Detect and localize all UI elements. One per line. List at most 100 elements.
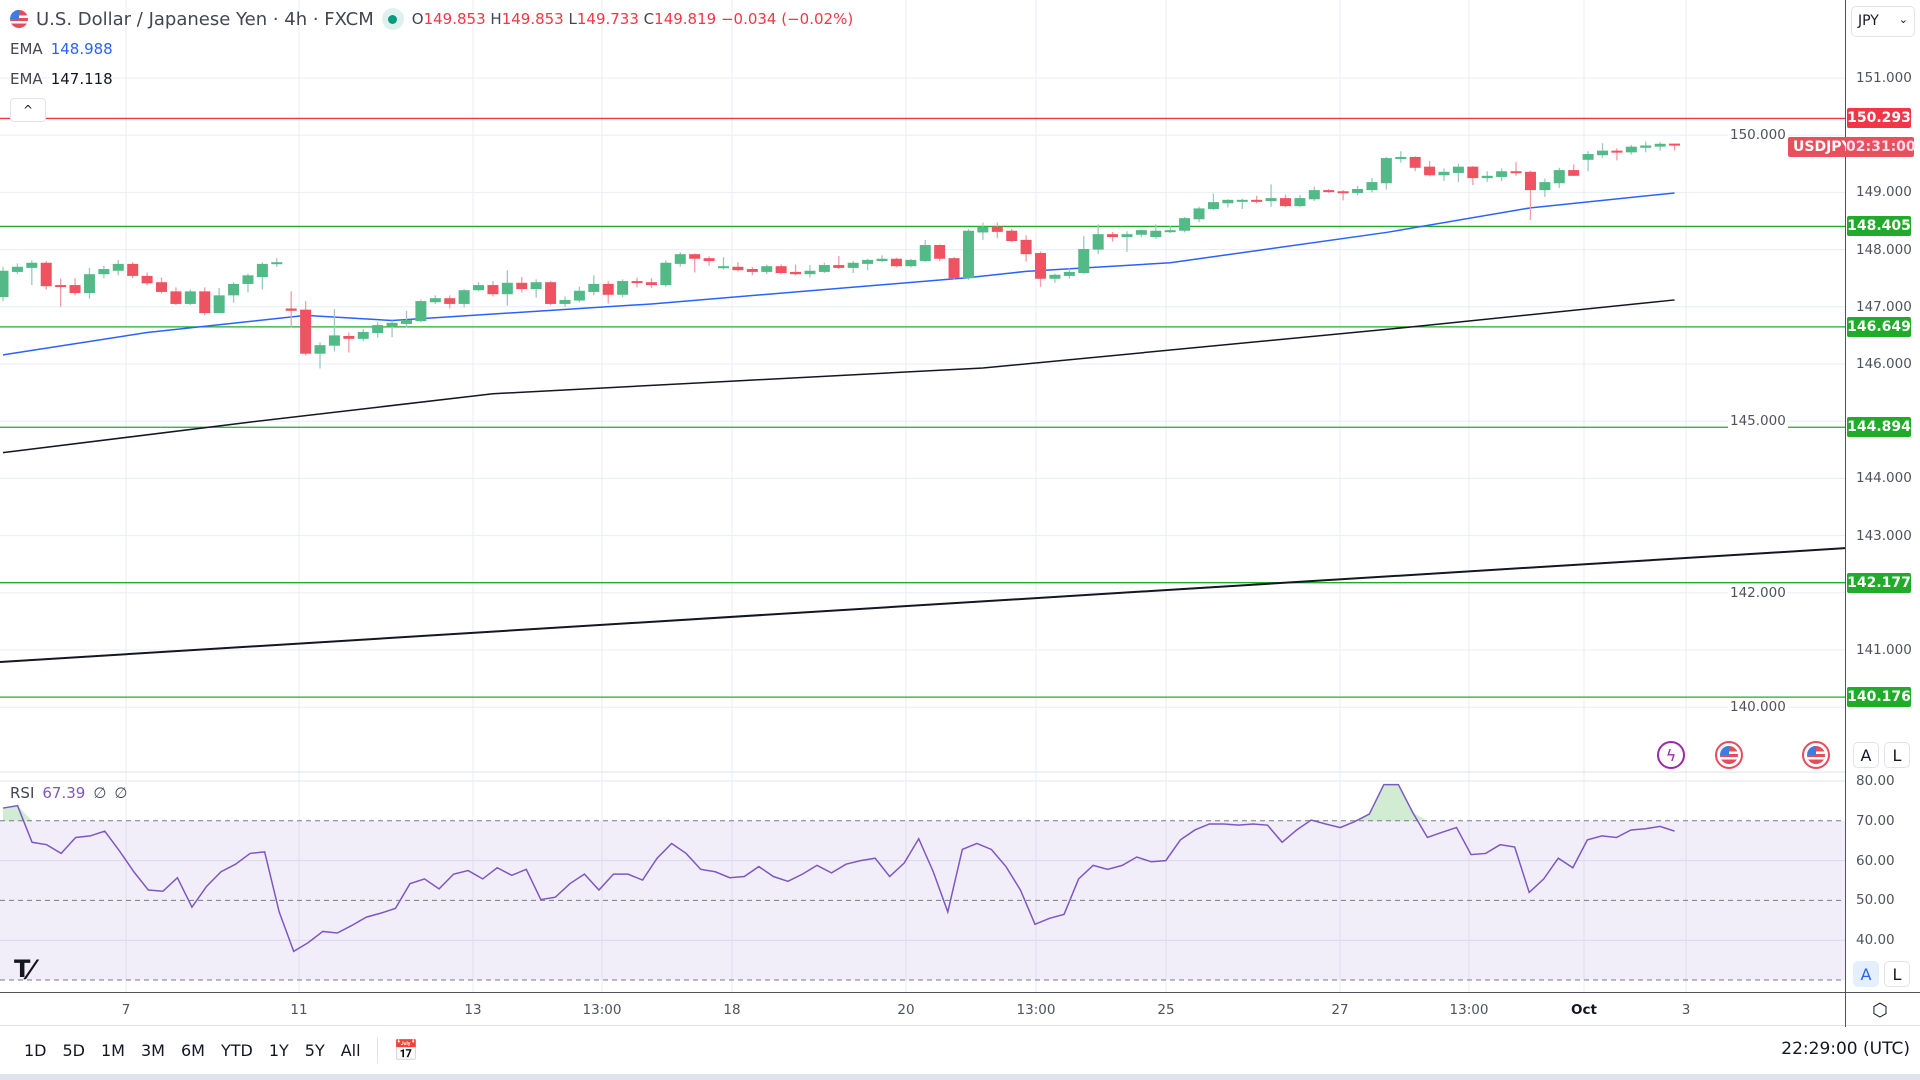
candle (703, 256, 715, 266)
candle-body (617, 281, 629, 295)
axis-divider (1845, 993, 1846, 1027)
price-axis[interactable]: 151.000 150.000 149.000 148.000 147.000 146.0… (1728, 0, 1920, 1026)
candle (1553, 167, 1565, 188)
close-label: C (643, 10, 655, 28)
candle (746, 266, 758, 276)
candle (300, 301, 312, 356)
price-tick-label: 151.000 (1856, 70, 1912, 86)
candle-body (703, 258, 715, 262)
candle (328, 309, 340, 352)
range-button-5d[interactable]: 5D (62, 1040, 86, 1060)
candle-body (732, 266, 744, 271)
price-tick-label: 141.000 (1856, 642, 1912, 658)
rsi-log-scale-button[interactable]: L (1884, 961, 1910, 987)
candle (1438, 168, 1450, 181)
candle-body (228, 283, 240, 296)
candle (962, 229, 974, 280)
candle (804, 265, 816, 278)
candle-body (473, 285, 485, 291)
candle (732, 262, 744, 272)
lightning-event-icon[interactable]: ϟ (1657, 741, 1685, 769)
candle (674, 252, 686, 267)
candle (112, 259, 124, 276)
candle-body (1179, 218, 1191, 231)
go-to-date-calendar-icon[interactable]: 📅 (393, 1038, 419, 1062)
candle (386, 320, 398, 338)
collapse-legend-button[interactable]: ^ (10, 98, 46, 122)
candle (1524, 170, 1536, 220)
candle-body (1640, 145, 1652, 148)
range-button-3m[interactable]: 3M (140, 1040, 165, 1060)
close-value: 149.819 (654, 10, 717, 28)
candle (1164, 226, 1176, 234)
candle (170, 287, 182, 306)
candle (1150, 224, 1162, 239)
rsi-legend[interactable]: RSI 67.39 ∅ ∅ (10, 784, 127, 802)
candle (1380, 156, 1392, 190)
auto-scale-button[interactable]: A (1853, 742, 1879, 768)
range-button-all[interactable]: All (340, 1040, 361, 1060)
candle (1107, 231, 1119, 242)
candle (516, 277, 528, 293)
low-label: L (568, 10, 577, 28)
candle (55, 278, 67, 307)
rsi-auto-scale-button[interactable]: A (1853, 961, 1879, 987)
candle (343, 332, 355, 353)
candle-body (1323, 190, 1335, 193)
candle (400, 310, 412, 328)
candle (69, 278, 81, 296)
candle-body (761, 266, 773, 272)
candle (285, 291, 297, 328)
rsi-tick-label: 80.00 (1856, 773, 1895, 789)
range-button-6m[interactable]: 6M (180, 1040, 205, 1060)
candle (98, 265, 110, 279)
candle (1395, 151, 1407, 163)
candle-body (660, 262, 672, 286)
candle-body (718, 266, 729, 269)
candle-body (26, 262, 38, 268)
candle-body (790, 271, 802, 275)
candle-body (977, 226, 989, 233)
candle (1568, 164, 1580, 176)
candle-body (530, 282, 542, 290)
ema-fast-legend[interactable]: EMA 148.988 (10, 40, 113, 58)
range-button-5y[interactable]: 5Y (304, 1040, 325, 1060)
candle (1539, 178, 1551, 197)
log-scale-button[interactable]: L (1884, 742, 1910, 768)
candle-body (602, 283, 614, 295)
price-chart[interactable] (0, 0, 1845, 992)
candle-body (1352, 188, 1364, 193)
utc-clock[interactable]: 22:29:00 (UTC) (1781, 1039, 1910, 1059)
settings-gear-icon[interactable]: ⬡ (1872, 1000, 1888, 1021)
currency-select[interactable]: JPY ⌄ (1851, 6, 1915, 37)
currency-value: JPY (1858, 13, 1879, 29)
range-button-1y[interactable]: 1Y (268, 1040, 289, 1060)
candle-body (357, 331, 369, 339)
price-tick-label: 150.000 (1728, 127, 1788, 144)
us-economic-event-icon[interactable] (1715, 741, 1743, 769)
candle (199, 287, 211, 316)
us-economic-event-icon[interactable] (1802, 741, 1830, 769)
candle (127, 262, 139, 279)
rsi-tick-label: 60.00 (1856, 852, 1895, 869)
range-button-1m[interactable]: 1M (101, 1040, 125, 1060)
candle (1020, 235, 1032, 262)
high-value: 149.853 (501, 10, 564, 28)
candle-body (83, 274, 95, 294)
candle (1582, 151, 1594, 172)
ema-slow-legend[interactable]: EMA 147.118 (10, 70, 113, 88)
range-button-ytd[interactable]: YTD (220, 1040, 253, 1060)
candle (602, 281, 614, 304)
candle (775, 264, 787, 275)
range-button-1d[interactable]: 1D (24, 1040, 47, 1060)
time-axis[interactable]: ⬡ 7 11 13 13:00 18 20 13:00 25 27 13:00 Oct 3 (0, 992, 1920, 1027)
symbol-title[interactable]: U.S. Dollar / Japanese Yen · 4h · FXCM (36, 8, 374, 30)
candle-body (444, 298, 456, 304)
level-price-tag: 140.176 (1847, 687, 1911, 708)
candle (184, 289, 196, 306)
candle-body (1625, 146, 1637, 153)
candle-body (645, 282, 657, 286)
tradingview-logo[interactable]: T/ (14, 955, 39, 983)
candle (689, 253, 701, 273)
candle (573, 286, 585, 303)
